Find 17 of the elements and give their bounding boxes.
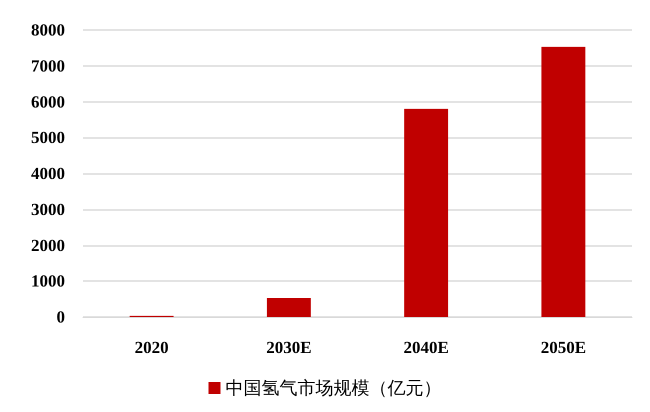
x-tick-label: 2020 [134, 338, 169, 357]
x-tick-label: 2050E [540, 338, 586, 357]
y-tick-label: 5000 [31, 128, 65, 148]
bar [404, 108, 448, 317]
bar [266, 298, 311, 317]
y-tick-label: 8000 [31, 20, 65, 40]
y-tick-label: 1000 [31, 272, 65, 291]
y-tick-label: 2000 [31, 236, 65, 255]
x-tick-label: 2030E [266, 338, 312, 357]
x-tick-label: 2040E [403, 338, 449, 357]
bar [541, 46, 586, 317]
y-tick-label: 3000 [31, 200, 65, 219]
y-tick-label: 0 [56, 308, 65, 326]
y-tick-label: 4000 [31, 164, 65, 183]
y-tick-label: 7000 [31, 56, 65, 76]
y-tick-label: 6000 [31, 92, 65, 112]
legend-label: 中国氢气市场规模（亿元） [226, 378, 442, 398]
